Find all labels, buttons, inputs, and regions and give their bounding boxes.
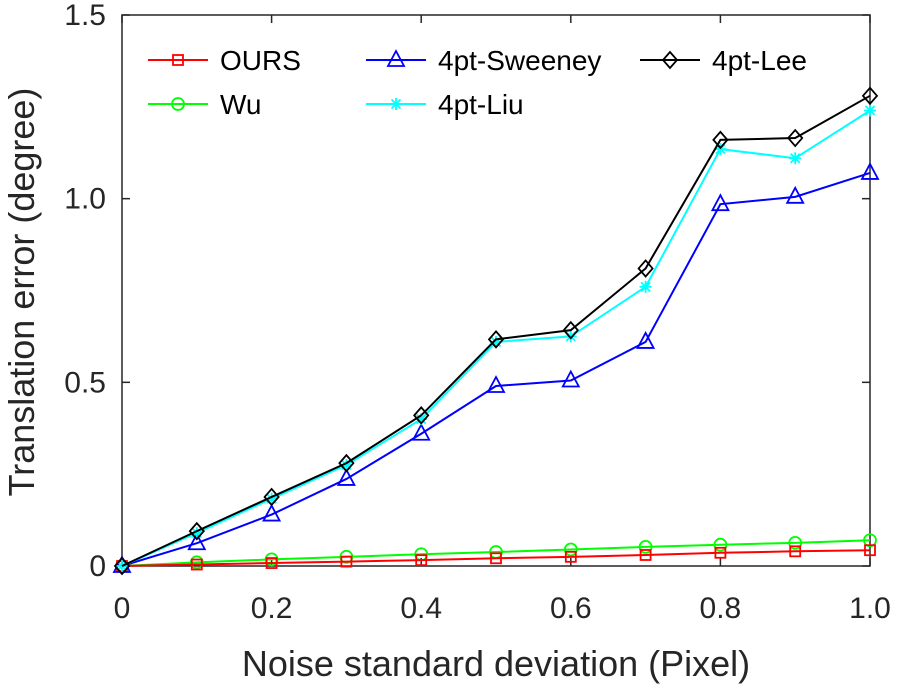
- data-point: [411, 422, 431, 441]
- x-tick-label: 0.2: [251, 592, 293, 625]
- data-point: [713, 537, 728, 552]
- axis-ticks: 0 0.2 0.4 0.6 0.8 1.0 0 0.5 1.0 1.5: [64, 0, 891, 625]
- data-point: [637, 259, 654, 278]
- data-point: [189, 555, 204, 570]
- legend-label: OURS: [220, 45, 301, 76]
- legend-entry: 4pt-Liu: [366, 89, 524, 120]
- data-point: [413, 406, 430, 425]
- data-point: [264, 552, 279, 567]
- series-4pt-lee: [113, 86, 879, 576]
- series-4pt-liu: [116, 104, 876, 572]
- data-point: [864, 104, 876, 117]
- data-point: [863, 533, 877, 548]
- data-point: [788, 535, 803, 550]
- legend-entry: 4pt-Lee: [640, 45, 807, 76]
- series-line: [121, 539, 871, 567]
- series-layer: [112, 86, 880, 576]
- data-point: [639, 280, 652, 293]
- data-point: [710, 193, 730, 212]
- x-tick-label: 1.0: [849, 592, 891, 625]
- x-tick-label: 0: [114, 592, 131, 625]
- x-tick-label: 0.8: [700, 592, 742, 625]
- y-tick-label: 1.5: [64, 0, 106, 32]
- data-point: [386, 49, 406, 67]
- data-point: [789, 545, 802, 558]
- x-axis-label: Noise standard deviation (Pixel): [242, 643, 750, 684]
- legend-entry: OURS: [148, 45, 301, 76]
- data-point: [338, 453, 355, 473]
- data-point: [638, 539, 653, 554]
- data-point: [486, 375, 506, 393]
- data-point: [415, 413, 428, 426]
- legend-entry: Wu: [148, 89, 262, 120]
- legend-label: Wu: [220, 89, 262, 120]
- data-point: [265, 492, 278, 505]
- data-point: [340, 555, 353, 568]
- data-point: [190, 558, 203, 571]
- data-point: [712, 130, 729, 150]
- data-point: [187, 532, 207, 551]
- data-point: [864, 544, 876, 557]
- series-line: [121, 172, 871, 567]
- data-point: [336, 468, 356, 486]
- legend-label: 4pt-Lee: [712, 45, 807, 76]
- legend-label: 4pt-Sweeney: [438, 45, 601, 76]
- data-point: [172, 54, 184, 66]
- data-point: [490, 335, 502, 348]
- legend-box: [134, 32, 814, 126]
- data-point: [490, 552, 502, 565]
- series-ours: [116, 544, 876, 572]
- data-point: [340, 458, 353, 471]
- data-point: [561, 369, 581, 388]
- data-point: [262, 503, 282, 522]
- x-tick-label: 0.6: [550, 592, 592, 625]
- legend-entry: 4pt-Sweeney: [366, 45, 601, 76]
- data-point: [113, 556, 131, 576]
- x-tick-label: 0.4: [400, 592, 442, 625]
- data-point: [787, 128, 804, 148]
- series-line: [121, 549, 871, 567]
- legend-label: 4pt-Liu: [438, 89, 524, 120]
- y-tick-label: 1.0: [64, 183, 106, 216]
- data-point: [390, 98, 402, 110]
- data-point: [171, 97, 185, 111]
- y-axis-label: Translation error (degree): [1, 88, 42, 497]
- data-point: [785, 185, 805, 204]
- data-point: [564, 330, 577, 343]
- data-point: [562, 320, 579, 340]
- data-point: [190, 526, 203, 539]
- data-point: [564, 550, 577, 563]
- data-point: [265, 557, 278, 569]
- data-point: [636, 331, 656, 349]
- data-point: [861, 86, 879, 106]
- data-point: [661, 50, 679, 70]
- series-line: [121, 94, 871, 567]
- data-point: [860, 162, 880, 180]
- series-4pt-sweeney: [112, 162, 880, 573]
- data-point: [415, 554, 428, 567]
- data-point: [487, 329, 505, 349]
- data-point: [789, 152, 802, 165]
- data-point: [263, 487, 280, 507]
- legend: OURS 4pt-Sweeney 4pt-Lee Wu 4pt-Liu: [134, 32, 814, 126]
- data-point: [188, 521, 205, 541]
- y-tick-label: 0.5: [64, 366, 106, 399]
- data-point: [339, 549, 354, 564]
- data-point: [714, 546, 727, 559]
- data-point: [639, 549, 652, 561]
- y-tick-label: 0: [89, 550, 106, 583]
- data-point: [563, 542, 578, 557]
